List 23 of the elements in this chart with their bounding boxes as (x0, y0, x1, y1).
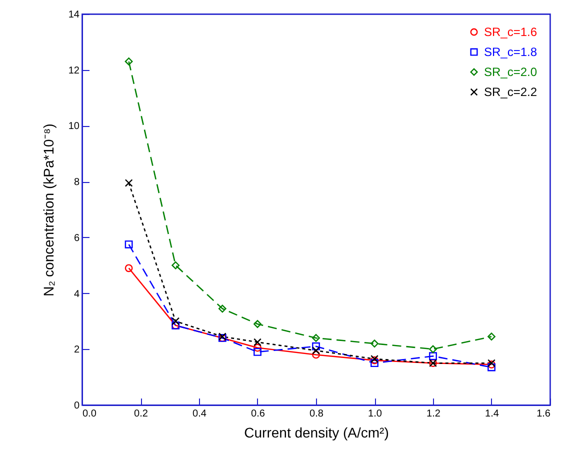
x-tick-label: 0.4 (192, 408, 207, 420)
legend-label: SR_c=1.8 (484, 45, 538, 59)
legend-label: SR_c=2.2 (484, 85, 538, 99)
y-axis-title: N₂ concentration (kPa*10⁻⁸) (40, 124, 56, 296)
y-tick-label: 6 (74, 232, 80, 244)
x-tick-label: 1.6 (536, 408, 551, 420)
y-tick-label: 12 (68, 65, 80, 76)
y-tick-label: 10 (68, 121, 80, 132)
y-tick-label: 8 (74, 177, 80, 188)
x-tick-label: 0.6 (251, 408, 266, 420)
y-tick-label: 0 (74, 400, 80, 412)
y-tick-label: 2 (74, 344, 80, 356)
x-tick-label: 0.2 (134, 408, 148, 420)
x-tick-label: 0.0 (82, 408, 97, 420)
x-tick-label: 0.8 (310, 408, 324, 420)
x-tick-label: 1.0 (368, 408, 382, 420)
legend-label: SR_c=2.0 (484, 65, 538, 79)
y-tick-label: 14 (68, 10, 80, 20)
legend-label: SR_c=1.6 (484, 25, 538, 39)
y-tick-label: 4 (74, 288, 80, 300)
x-tick-label: 1.2 (426, 408, 441, 420)
x-tick-label: 1.4 (485, 408, 500, 420)
x-axis-title: Current density (A/cm²) (244, 424, 389, 440)
